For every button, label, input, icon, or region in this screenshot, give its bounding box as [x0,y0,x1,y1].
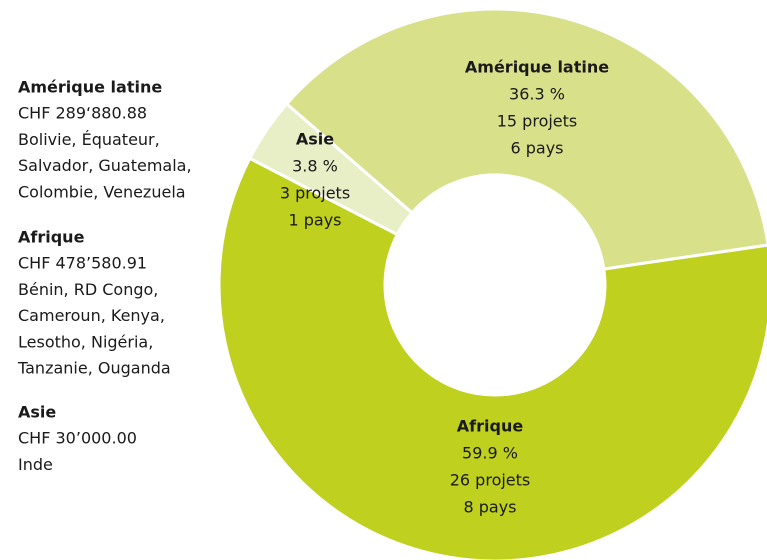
slice-countries: 1 pays [288,211,341,230]
slice-percent: 59.9 % [462,444,518,463]
slice-name: Afrique [457,417,524,436]
note-line: Bolivie, Équateur, [18,130,160,149]
slice-percent: 3.8 % [292,157,338,176]
note-line: Tanzanie, Ouganda [17,359,171,378]
slice [247,101,415,237]
note-amount: CHF 30’000.00 [18,429,137,448]
slice [217,156,767,560]
note-line: Bénin, RD Congo, [18,280,158,299]
slice-countries: 8 pays [463,498,516,517]
slice [284,7,767,271]
slice-projects: 15 projets [497,112,578,131]
note-title: Amérique latine [18,78,162,97]
note-line: Inde [18,455,53,474]
slice-name: Amérique latine [465,58,609,77]
slice-projects: 3 projets [280,184,350,203]
note-line: Lesotho, Nigéria, [18,332,153,351]
slice-countries: 6 pays [510,139,563,158]
note-amount: CHF 289‘880.88 [18,104,147,123]
slice-projects: 26 projets [450,471,531,490]
note-title: Asie [18,403,56,422]
note-line: Salvador, Guatemala, [18,156,192,175]
slice-percent: 36.3 % [509,85,565,104]
note-amount: CHF 478’580.91 [18,254,147,273]
note-line: Cameroun, Kenya, [18,306,165,325]
note-line: Colombie, Venezuela [18,182,186,201]
slice-name: Asie [296,130,334,149]
note-title: Afrique [18,228,85,247]
